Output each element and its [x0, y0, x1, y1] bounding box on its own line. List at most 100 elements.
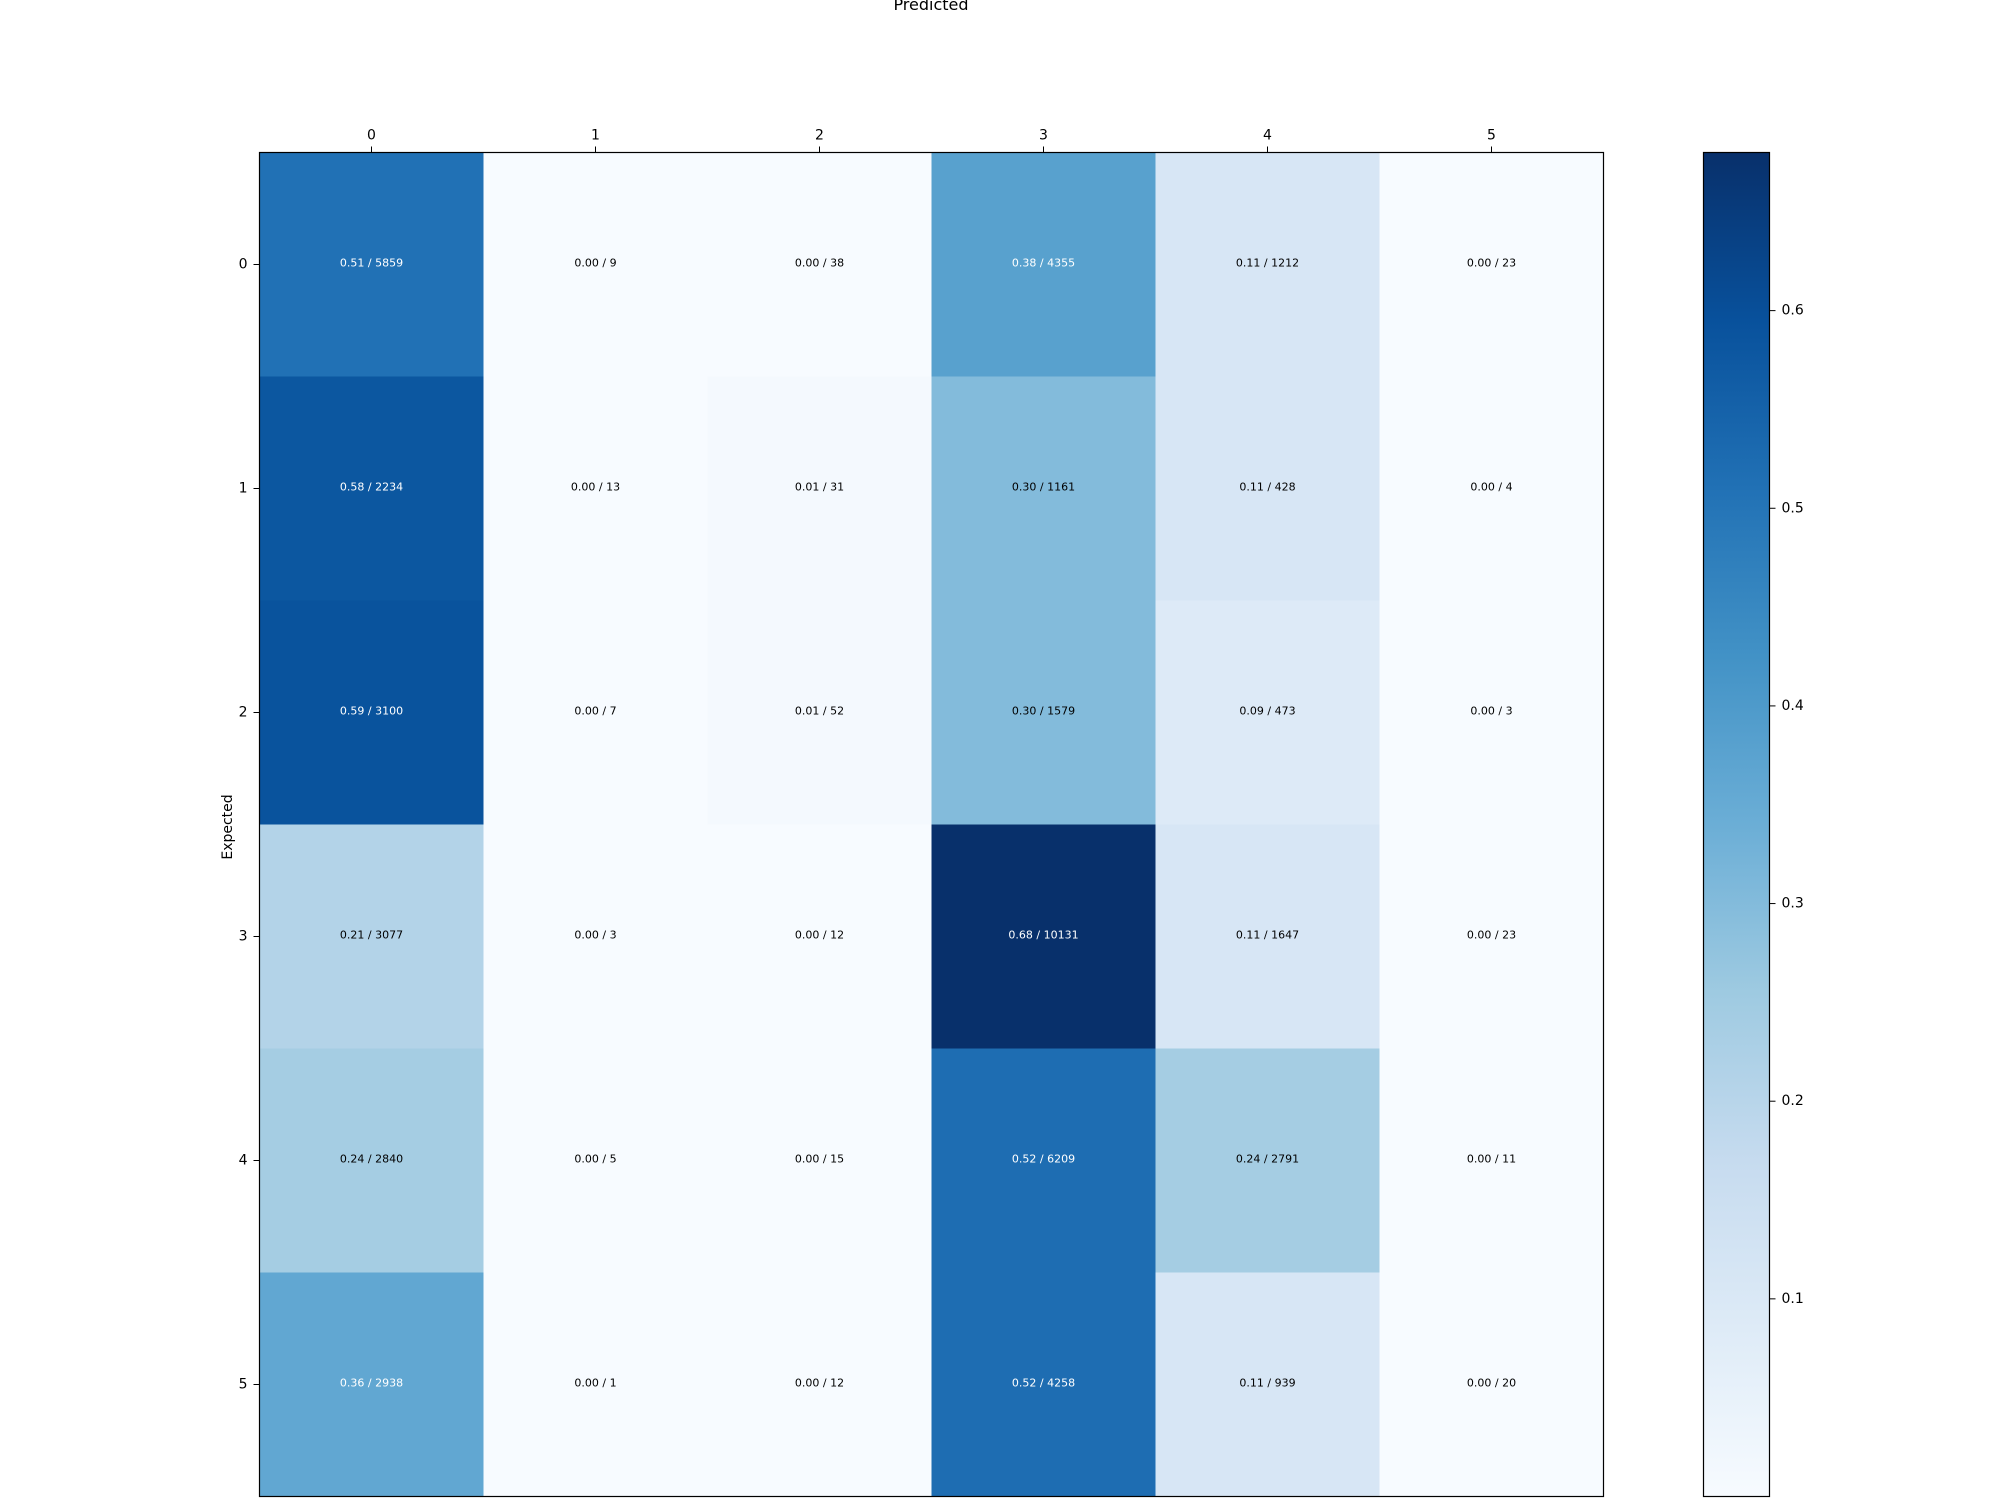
cell-label-2-2: 0.01 / 52: [795, 705, 844, 718]
heatmap-cell-1-2: [707, 376, 932, 601]
cell-label-4-3: 0.52 / 6209: [1012, 1153, 1075, 1166]
heatmap-cell-2-1: [483, 600, 708, 825]
cell-label-2-5: 0.00 / 3: [1470, 705, 1512, 718]
cell-label-5-5: 0.00 / 20: [1467, 1377, 1516, 1390]
colorbar-tick-label-0: 0.1: [1782, 1291, 1804, 1307]
cell-label-5-3: 0.52 / 4258: [1012, 1377, 1075, 1390]
y-tick-label-1: 1: [239, 481, 248, 497]
cell-label-0-0: 0.51 / 5859: [340, 257, 403, 270]
x-tick-label-4: 4: [1263, 128, 1272, 144]
cell-label-3-5: 0.00 / 23: [1467, 929, 1516, 942]
y-axis-ticks: 0 1 2 3 4 5: [239, 257, 260, 1393]
colorbar-tick-label-5: 0.6: [1782, 303, 1804, 319]
cell-label-1-1: 0.00 / 13: [571, 481, 620, 494]
heatmap-cell-1-0: [259, 376, 484, 601]
cell-label-3-4: 0.11 / 1647: [1236, 929, 1299, 942]
cell-label-3-3: 0.68 / 10131: [1008, 929, 1078, 942]
heatmap-cell-1-3: [931, 376, 1156, 601]
cell-label-0-5: 0.00 / 23: [1467, 257, 1516, 270]
cell-label-1-0: 0.58 / 2234: [340, 481, 403, 494]
colorbar-tick-label-2: 0.3: [1782, 896, 1804, 912]
cell-label-3-2: 0.00 / 12: [795, 929, 844, 942]
heatmap-cell-5-3: [931, 1272, 1156, 1497]
heatmap-cell-5-0: [259, 1272, 484, 1497]
cell-label-4-5: 0.00 / 11: [1467, 1153, 1516, 1166]
cell-label-0-2: 0.00 / 38: [795, 257, 844, 270]
heatmap-cell-4-3: [931, 1048, 1156, 1273]
cell-label-4-0: 0.24 / 2840: [340, 1153, 403, 1166]
x-axis-ticks: 0 1 2 3 4 5: [367, 128, 1496, 153]
x-tick-label-5: 5: [1487, 128, 1496, 144]
heatmap-cell-5-5: [1379, 1272, 1604, 1497]
y-axis-title: Expected: [220, 794, 236, 859]
cell-label-0-1: 0.00 / 9: [574, 257, 616, 270]
colorbar-tick-label-3: 0.4: [1782, 698, 1804, 714]
x-tick-label-3: 3: [1039, 128, 1048, 144]
heatmap-cell-2-3: [931, 600, 1156, 825]
cell-label-5-2: 0.00 / 12: [795, 1377, 844, 1390]
colorbar-tick-label-4: 0.5: [1782, 500, 1804, 516]
heatmap-cell-0-5: [1379, 152, 1604, 377]
heatmap-cell-4-4: [1155, 1048, 1380, 1273]
heatmap-cell-3-4: [1155, 824, 1380, 1049]
heatmap-cell-3-5: [1379, 824, 1604, 1049]
heatmap-cell-2-4: [1155, 600, 1380, 825]
heatmap-cell-2-2: [707, 600, 932, 825]
colorbar-gradient: [1703, 152, 1770, 1497]
heatmap-cell-3-2: [707, 824, 932, 1049]
heatmap-cell-1-1: [483, 376, 708, 601]
heatmap-cells: [259, 152, 1604, 1497]
heatmap-cell-5-2: [707, 1272, 932, 1497]
cell-label-2-0: 0.59 / 3100: [340, 705, 403, 718]
heatmap-cell-2-5: [1379, 600, 1604, 825]
cell-label-3-1: 0.00 / 3: [574, 929, 616, 942]
colorbar-frame: [1702, 151, 1771, 1498]
heatmap-cell-0-4: [1155, 152, 1380, 377]
x-tick-label-2: 2: [815, 128, 824, 144]
cell-label-3-0: 0.21 / 3077: [340, 929, 403, 942]
heatmap-cell-1-4: [1155, 376, 1380, 601]
heatmap-cell-5-1: [483, 1272, 708, 1497]
heatmap-cell-4-0: [259, 1048, 484, 1273]
heatmap-cell-5-4: [1155, 1272, 1380, 1497]
cell-label-5-0: 0.36 / 2938: [340, 1377, 403, 1390]
cell-label-1-2: 0.01 / 31: [795, 481, 844, 494]
cell-label-2-3: 0.30 / 1579: [1012, 705, 1075, 718]
colorbar-tick-label-1: 0.2: [1782, 1093, 1804, 1109]
x-tick-label-1: 1: [591, 128, 600, 144]
cell-label-0-3: 0.38 / 4355: [1012, 257, 1075, 270]
cell-label-2-4: 0.09 / 473: [1239, 705, 1295, 718]
colorbar: 0.1 0.2 0.3 0.4 0.5 0.6: [1702, 151, 1804, 1498]
heatmap-cell-3-1: [483, 824, 708, 1049]
heatmap-cell-0-3: [931, 152, 1156, 377]
heatmap-cell-0-1: [483, 152, 708, 377]
y-tick-label-2: 2: [239, 705, 248, 721]
cell-label-1-3: 0.30 / 1161: [1012, 481, 1075, 494]
cell-label-0-4: 0.11 / 1212: [1236, 257, 1299, 270]
heatmap-cell-3-3: [931, 824, 1156, 1049]
heatmap-cell-2-0: [259, 600, 484, 825]
y-tick-label-0: 0: [239, 257, 248, 273]
cell-label-1-4: 0.11 / 428: [1239, 481, 1295, 494]
x-tick-label-0: 0: [367, 128, 376, 144]
cell-label-4-4: 0.24 / 2791: [1236, 1153, 1299, 1166]
plot-frame: [258, 151, 1605, 1498]
heatmap-cell-3-0: [259, 824, 484, 1049]
y-tick-label-4: 4: [239, 1153, 248, 1169]
heatmap-cell-4-1: [483, 1048, 708, 1273]
heatmap-cell-4-5: [1379, 1048, 1604, 1273]
cell-label-1-5: 0.00 / 4: [1470, 481, 1512, 494]
x-axis-title: Predicted: [893, 0, 968, 14]
heatmap-cell-0-2: [707, 152, 932, 377]
y-tick-label-3: 3: [239, 929, 248, 945]
y-tick-label-5: 5: [239, 1377, 248, 1393]
heatmap-cell-4-2: [707, 1048, 932, 1273]
heatmap-cell-1-5: [1379, 376, 1604, 601]
cell-label-4-2: 0.00 / 15: [795, 1153, 844, 1166]
cell-label-2-1: 0.00 / 7: [574, 705, 616, 718]
heatmap-cell-0-0: [259, 152, 484, 377]
cell-label-5-1: 0.00 / 1: [574, 1377, 616, 1390]
heatmap-cell-labels: 0.51 / 5859 0.00 / 9 0.00 / 38 0.38 / 4355 0…: [340, 257, 1516, 1390]
